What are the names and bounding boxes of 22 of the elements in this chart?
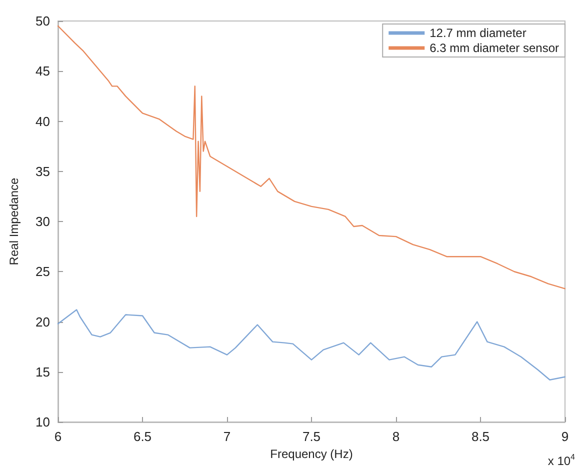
legend-label: 6.3 mm diameter sensor	[430, 41, 560, 55]
x-tick-label: 7.5	[302, 429, 321, 444]
x-axis-title: Frequency (Hz)	[270, 446, 353, 461]
y-tick-label: 30	[36, 214, 50, 229]
x-tick-label: 8.5	[471, 429, 490, 444]
line-series	[57, 25, 566, 290]
line-series	[57, 309, 566, 380]
y-tick-label: 15	[36, 364, 50, 380]
y-tick-label: 10	[36, 414, 50, 430]
y-tick-label: 25	[36, 264, 50, 280]
x-tick-label: 9	[561, 429, 569, 444]
x-tick-label: 7	[223, 429, 231, 444]
y-tick-label: 50	[36, 14, 50, 28]
x-tick-label: 8	[392, 429, 400, 444]
x-tick-label: 6	[54, 429, 62, 444]
legend-label: 12.7 mm diameter	[430, 26, 526, 40]
y-axis-title: Real Impedance	[7, 177, 21, 266]
y-tick-label: 45	[36, 64, 50, 79]
y-tick-label: 40	[36, 114, 50, 129]
x-tick-label: 6.5	[133, 429, 152, 444]
y-tick-label: 20	[36, 314, 50, 330]
y-tick-label: 35	[36, 164, 50, 179]
